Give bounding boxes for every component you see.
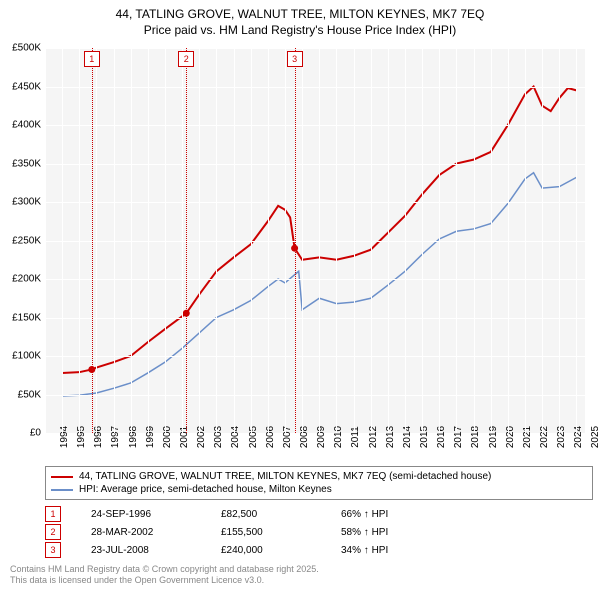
gridline-v [199,48,200,433]
event-price: £240,000 [221,545,341,556]
event-number-box: 3 [45,542,61,558]
event-marker-box: 1 [84,51,100,67]
gridline-v [182,48,183,433]
gridline-h [45,318,585,319]
gridline-v [285,48,286,433]
gridline-v [371,48,372,433]
gridline-h [45,87,585,88]
y-axis-label: £50K [18,389,41,400]
gridline-v [114,48,115,433]
footer-line1: Contains HM Land Registry data © Crown c… [10,564,319,575]
event-row: 1 24-SEP-1996£82,50066% ↑ HPI [45,505,388,523]
legend-row: HPI: Average price, semi-detached house,… [51,483,587,496]
gridline-v [388,48,389,433]
y-axis-label: £350K [12,158,41,169]
legend: 44, TATLING GROVE, WALNUT TREE, MILTON K… [45,466,593,500]
y-axis-label: £450K [12,81,41,92]
event-pct: 66% ↑ HPI [341,509,388,520]
y-axis-label: £300K [12,197,41,208]
event-price: £155,500 [221,527,341,538]
footer-attribution: Contains HM Land Registry data © Crown c… [10,564,319,587]
gridline-v [456,48,457,433]
y-axis-label: £0 [30,428,41,439]
gridline-v [268,48,269,433]
gridline-v [45,48,46,433]
event-table: 1 24-SEP-1996£82,50066% ↑ HPI 2 28-MAR-2002… [45,505,388,559]
gridline-v [474,48,475,433]
gridline-v [576,48,577,433]
y-axis-label: £200K [12,274,41,285]
legend-swatch [51,476,73,478]
gridline-v [354,48,355,433]
y-axis-label: £400K [12,120,41,131]
gridline-v [148,48,149,433]
gridline-v [131,48,132,433]
title-line2: Price paid vs. HM Land Registry's House … [0,22,600,38]
legend-swatch [51,489,73,491]
y-axis-label: £500K [12,43,41,54]
gridline-v [405,48,406,433]
gridline-h [45,48,585,49]
event-guideline [186,48,187,433]
gridline-v [79,48,80,433]
event-number-box: 1 [45,506,61,522]
legend-label: 44, TATLING GROVE, WALNUT TREE, MILTON K… [79,471,491,482]
title-line1: 44, TATLING GROVE, WALNUT TREE, MILTON K… [0,6,600,22]
event-marker-box: 3 [287,51,303,67]
legend-label: HPI: Average price, semi-detached house,… [79,484,332,495]
gridline-h [45,279,585,280]
plot-area: £0£50K£100K£150K£200K£250K£300K£350K£400… [45,48,585,433]
gridline-v [234,48,235,433]
gridline-v [216,48,217,433]
gridline-v [62,48,63,433]
event-pct: 34% ↑ HPI [341,545,388,556]
chart-title: 44, TATLING GROVE, WALNUT TREE, MILTON K… [0,0,600,38]
chart-container: 44, TATLING GROVE, WALNUT TREE, MILTON K… [0,0,600,590]
event-date: 24-SEP-1996 [91,509,221,520]
y-axis-label: £250K [12,235,41,246]
y-axis-label: £100K [12,351,41,362]
gridline-v [422,48,423,433]
gridline-v [491,48,492,433]
gridline-h [45,164,585,165]
event-pct: 58% ↑ HPI [341,527,388,538]
gridline-h [45,125,585,126]
event-marker-box: 2 [178,51,194,67]
event-row: 2 28-MAR-2002£155,50058% ↑ HPI [45,523,388,541]
gridline-h [45,202,585,203]
event-guideline [295,48,296,433]
footer-line2: This data is licensed under the Open Gov… [10,575,319,586]
gridline-v [302,48,303,433]
event-date: 23-JUL-2008 [91,545,221,556]
x-axis-label: 2025 [576,426,600,448]
gridline-h [45,356,585,357]
gridline-h [45,241,585,242]
event-number-box: 2 [45,524,61,540]
gridline-v [251,48,252,433]
y-axis-label: £150K [12,312,41,323]
gridline-v [559,48,560,433]
gridline-v [542,48,543,433]
event-guideline [92,48,93,433]
event-date: 28-MAR-2002 [91,527,221,538]
gridline-v [319,48,320,433]
gridline-v [439,48,440,433]
event-price: £82,500 [221,509,341,520]
gridline-h [45,395,585,396]
legend-row: 44, TATLING GROVE, WALNUT TREE, MILTON K… [51,470,587,483]
gridline-v [336,48,337,433]
event-row: 3 23-JUL-2008£240,00034% ↑ HPI [45,541,388,559]
gridline-v [165,48,166,433]
gridline-v [96,48,97,433]
gridline-v [508,48,509,433]
gridline-v [525,48,526,433]
